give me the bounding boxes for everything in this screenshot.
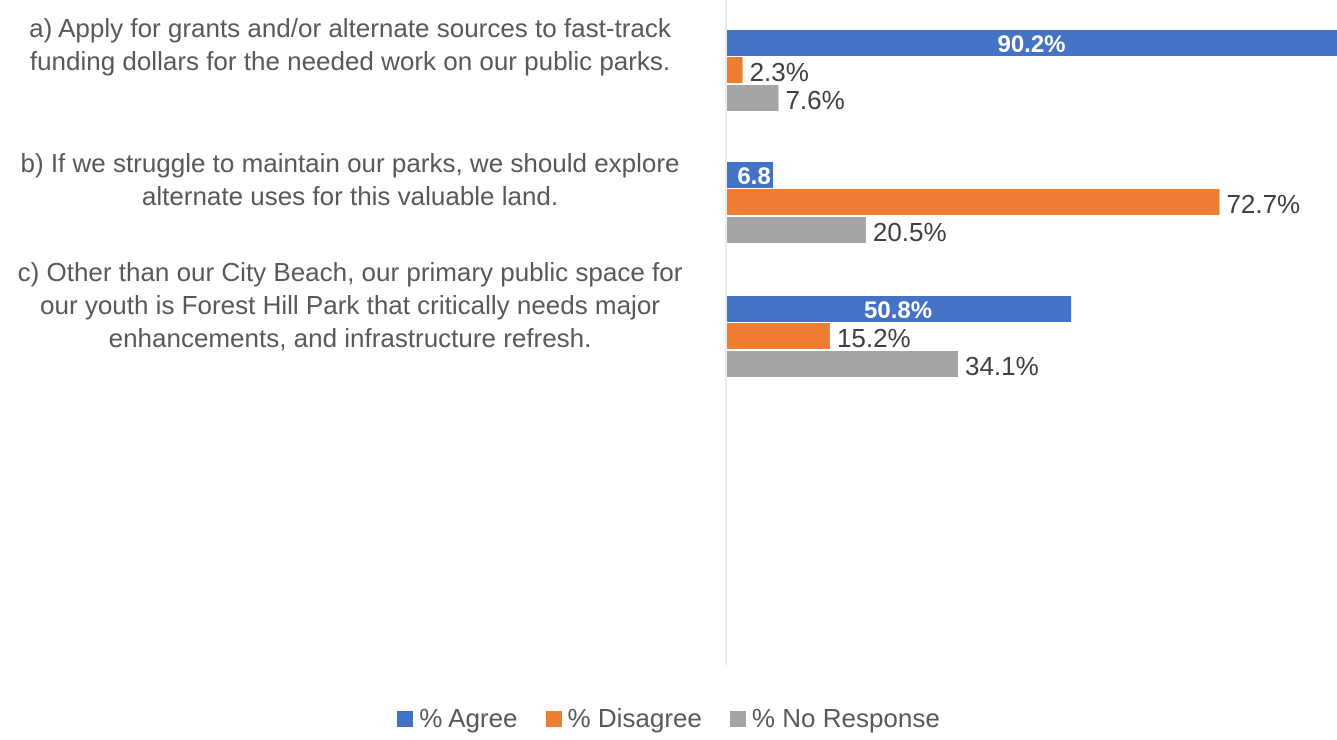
data-label-disagree-a: 2.3% (750, 57, 809, 87)
legend-label-no-response: % No Response (751, 703, 940, 733)
category-label-b: b) If we struggle to maintain our parks,… (20, 148, 680, 211)
legend-item-no-response: % No Response (729, 703, 940, 734)
legend-label-disagree: % Disagree (567, 703, 702, 733)
legend-item-disagree: % Disagree (545, 703, 702, 734)
data-label-agree-c: 50.8% (864, 297, 932, 324)
bar-chart: 90.2% 2.3%7.6% 6.8 72.7% 20.5% 50.8%15.2% 34.1… (725, 0, 1337, 665)
bar-disagree-b (727, 189, 1220, 215)
bar-agree-a (727, 30, 1337, 56)
legend-swatch-disagree (545, 710, 562, 727)
bar-no-response-b (727, 217, 866, 243)
category-label-c: c) Other than our City Beach, our primar… (17, 257, 683, 353)
data-label-no-response-a: 7.6% (785, 85, 844, 115)
legend-item-agree: % Agree (397, 703, 518, 734)
data-label-agree-a: 90.2% (997, 31, 1065, 58)
bar-disagree-c (727, 323, 830, 349)
legend-swatch-no-response (729, 710, 746, 727)
category-label-a: a) Apply for grants and/or alternate sou… (29, 13, 671, 76)
data-label-disagree-c: 15.2% (837, 323, 911, 353)
bar-agree-c (727, 296, 1072, 322)
data-label-no-response-c: 34.1% (965, 351, 1039, 381)
data-label-disagree-b: 72.7% (1226, 189, 1300, 219)
bar-disagree-a (727, 57, 743, 83)
data-label-agree-b: 6.8 (737, 163, 770, 190)
bar-agree-b (727, 162, 774, 188)
legend: % Agree % Disagree % No Response (0, 703, 1337, 734)
legend-swatch-agree (397, 710, 414, 727)
bar-no-response-a (727, 85, 779, 111)
legend-label-agree: % Agree (419, 703, 518, 733)
bar-no-response-c (727, 351, 958, 377)
data-label-no-response-b: 20.5% (873, 217, 947, 247)
